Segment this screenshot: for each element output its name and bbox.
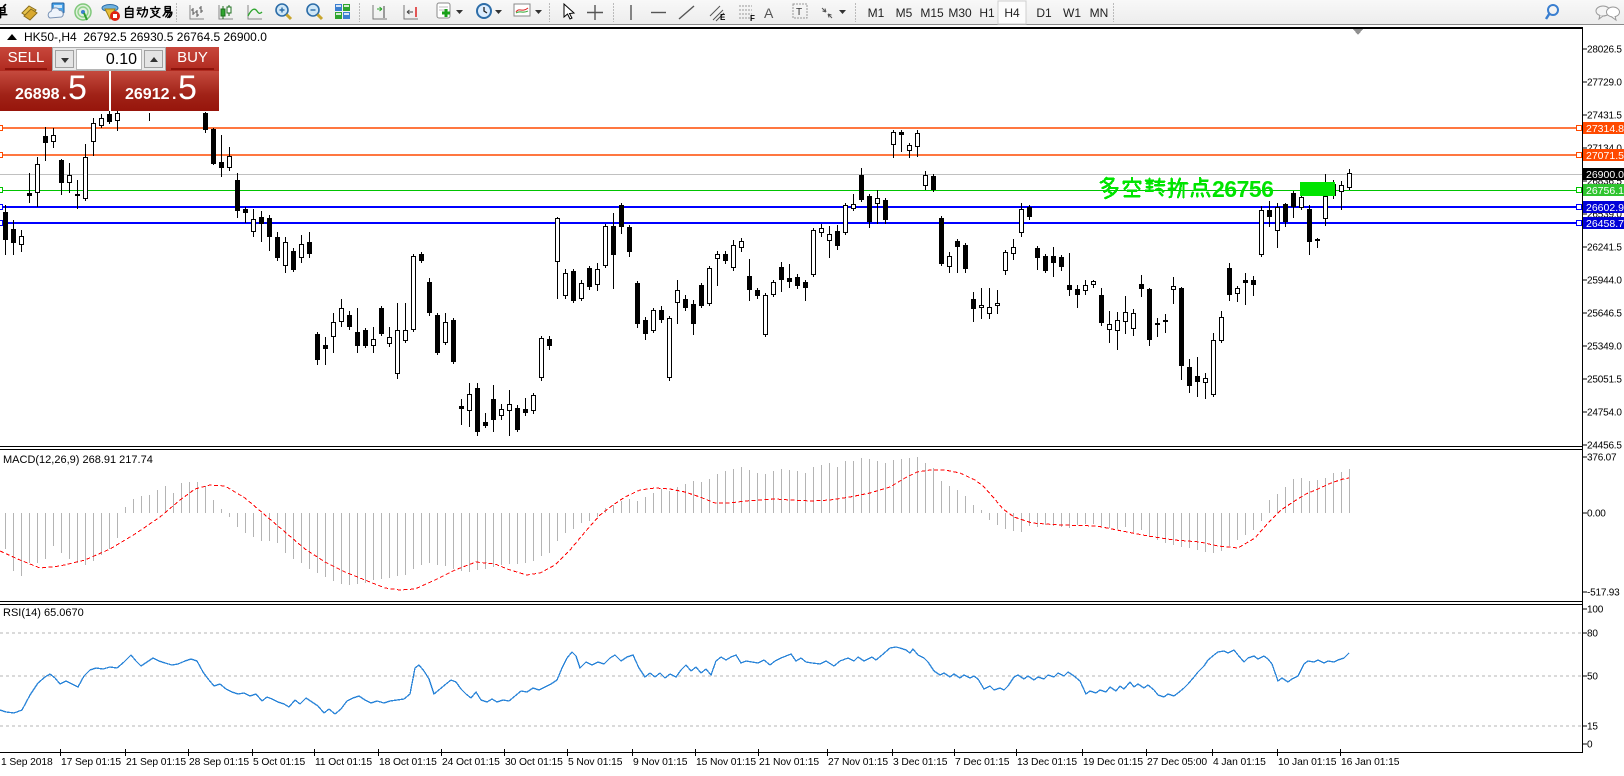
- svg-text:30 Oct 01:15: 30 Oct 01:15: [505, 757, 563, 768]
- svg-text:3 Dec 01:15: 3 Dec 01:15: [893, 757, 948, 768]
- svg-text:T: T: [796, 7, 802, 18]
- svg-text:26756.1: 26756.1: [1586, 185, 1624, 197]
- svg-text:M30: M30: [948, 6, 972, 20]
- svg-text:15 Nov 01:15: 15 Nov 01:15: [696, 757, 756, 768]
- svg-text:24 Oct 01:15: 24 Oct 01:15: [442, 757, 500, 768]
- svg-text:19 Dec 01:15: 19 Dec 01:15: [1083, 757, 1143, 768]
- svg-text:24754.0: 24754.0: [1587, 408, 1622, 419]
- svg-text:-517.93: -517.93: [1587, 588, 1620, 599]
- svg-text:D1: D1: [1036, 6, 1052, 20]
- svg-text:W1: W1: [1063, 6, 1081, 20]
- svg-text:H1: H1: [979, 6, 995, 20]
- svg-text:25051.5: 25051.5: [1587, 375, 1622, 386]
- svg-text:5 Oct 01:15: 5 Oct 01:15: [253, 757, 306, 768]
- svg-text:28026.5: 28026.5: [1587, 45, 1622, 56]
- svg-text:E: E: [720, 13, 726, 22]
- svg-text:7 Dec 01:15: 7 Dec 01:15: [955, 757, 1010, 768]
- svg-text:10 Jan 01:15: 10 Jan 01:15: [1278, 757, 1337, 768]
- svg-text:27 Nov 01:15: 27 Nov 01:15: [828, 757, 888, 768]
- svg-text:26836.5: 26836.5: [1587, 177, 1622, 188]
- svg-text:1 Sep 2018: 1 Sep 2018: [1, 757, 53, 768]
- svg-text:27314.8: 27314.8: [1586, 123, 1624, 135]
- svg-text:4 Jan 01:15: 4 Jan 01:15: [1213, 757, 1266, 768]
- svg-text:11 Oct 01:15: 11 Oct 01:15: [315, 757, 372, 768]
- svg-text:0: 0: [1587, 740, 1593, 751]
- svg-text:27431.5: 27431.5: [1587, 111, 1622, 122]
- svg-text:26241.5: 26241.5: [1587, 243, 1622, 254]
- svg-text:25944.0: 25944.0: [1587, 276, 1622, 287]
- svg-text:25646.5: 25646.5: [1587, 309, 1622, 320]
- svg-text:13 Dec 01:15: 13 Dec 01:15: [1017, 757, 1077, 768]
- svg-text:RSI(14) 65.0670: RSI(14) 65.0670: [3, 607, 84, 619]
- svg-text:M1: M1: [868, 6, 885, 20]
- svg-text:MACD(12,26,9) 268.91 217.74: MACD(12,26,9) 268.91 217.74: [3, 454, 153, 466]
- svg-text:18 Oct 01:15: 18 Oct 01:15: [379, 757, 437, 768]
- svg-text:9 Nov 01:15: 9 Nov 01:15: [633, 757, 688, 768]
- svg-text:27071.5: 27071.5: [1586, 150, 1624, 162]
- svg-text:F: F: [750, 14, 755, 23]
- svg-text:0.00: 0.00: [1587, 509, 1606, 520]
- svg-text:M5: M5: [896, 6, 913, 20]
- svg-text:21 Nov 01:15: 21 Nov 01:15: [759, 757, 819, 768]
- svg-text:100: 100: [1587, 605, 1604, 616]
- svg-text:A: A: [764, 5, 774, 21]
- svg-text:15: 15: [1587, 722, 1598, 733]
- svg-text:50: 50: [1587, 672, 1598, 683]
- svg-text:26900.0: 26900.0: [1586, 169, 1624, 181]
- svg-text:26602.9: 26602.9: [1586, 202, 1624, 214]
- svg-text:16 Jan 01:15: 16 Jan 01:15: [1341, 757, 1400, 768]
- svg-text:80: 80: [1587, 629, 1598, 640]
- svg-text:27729.0: 27729.0: [1587, 78, 1622, 89]
- svg-text:26458.7: 26458.7: [1586, 218, 1624, 230]
- svg-text:26539.0: 26539.0: [1587, 210, 1622, 221]
- svg-text:28 Sep 01:15: 28 Sep 01:15: [189, 757, 249, 768]
- svg-text:M15: M15: [920, 6, 944, 20]
- svg-text:25349.0: 25349.0: [1587, 342, 1622, 353]
- svg-text:5 Nov 01:15: 5 Nov 01:15: [568, 757, 623, 768]
- svg-text:21 Sep 01:15: 21 Sep 01:15: [126, 757, 186, 768]
- svg-text:27 Dec 05:00: 27 Dec 05:00: [1147, 757, 1207, 768]
- svg-text:MN: MN: [1090, 6, 1109, 20]
- svg-text:H4: H4: [1004, 6, 1020, 20]
- svg-text:26756: 26756: [1212, 176, 1273, 202]
- svg-text:17 Sep 01:15: 17 Sep 01:15: [61, 757, 121, 768]
- svg-text:24456.5: 24456.5: [1587, 441, 1622, 452]
- svg-text:376.07: 376.07: [1587, 453, 1617, 464]
